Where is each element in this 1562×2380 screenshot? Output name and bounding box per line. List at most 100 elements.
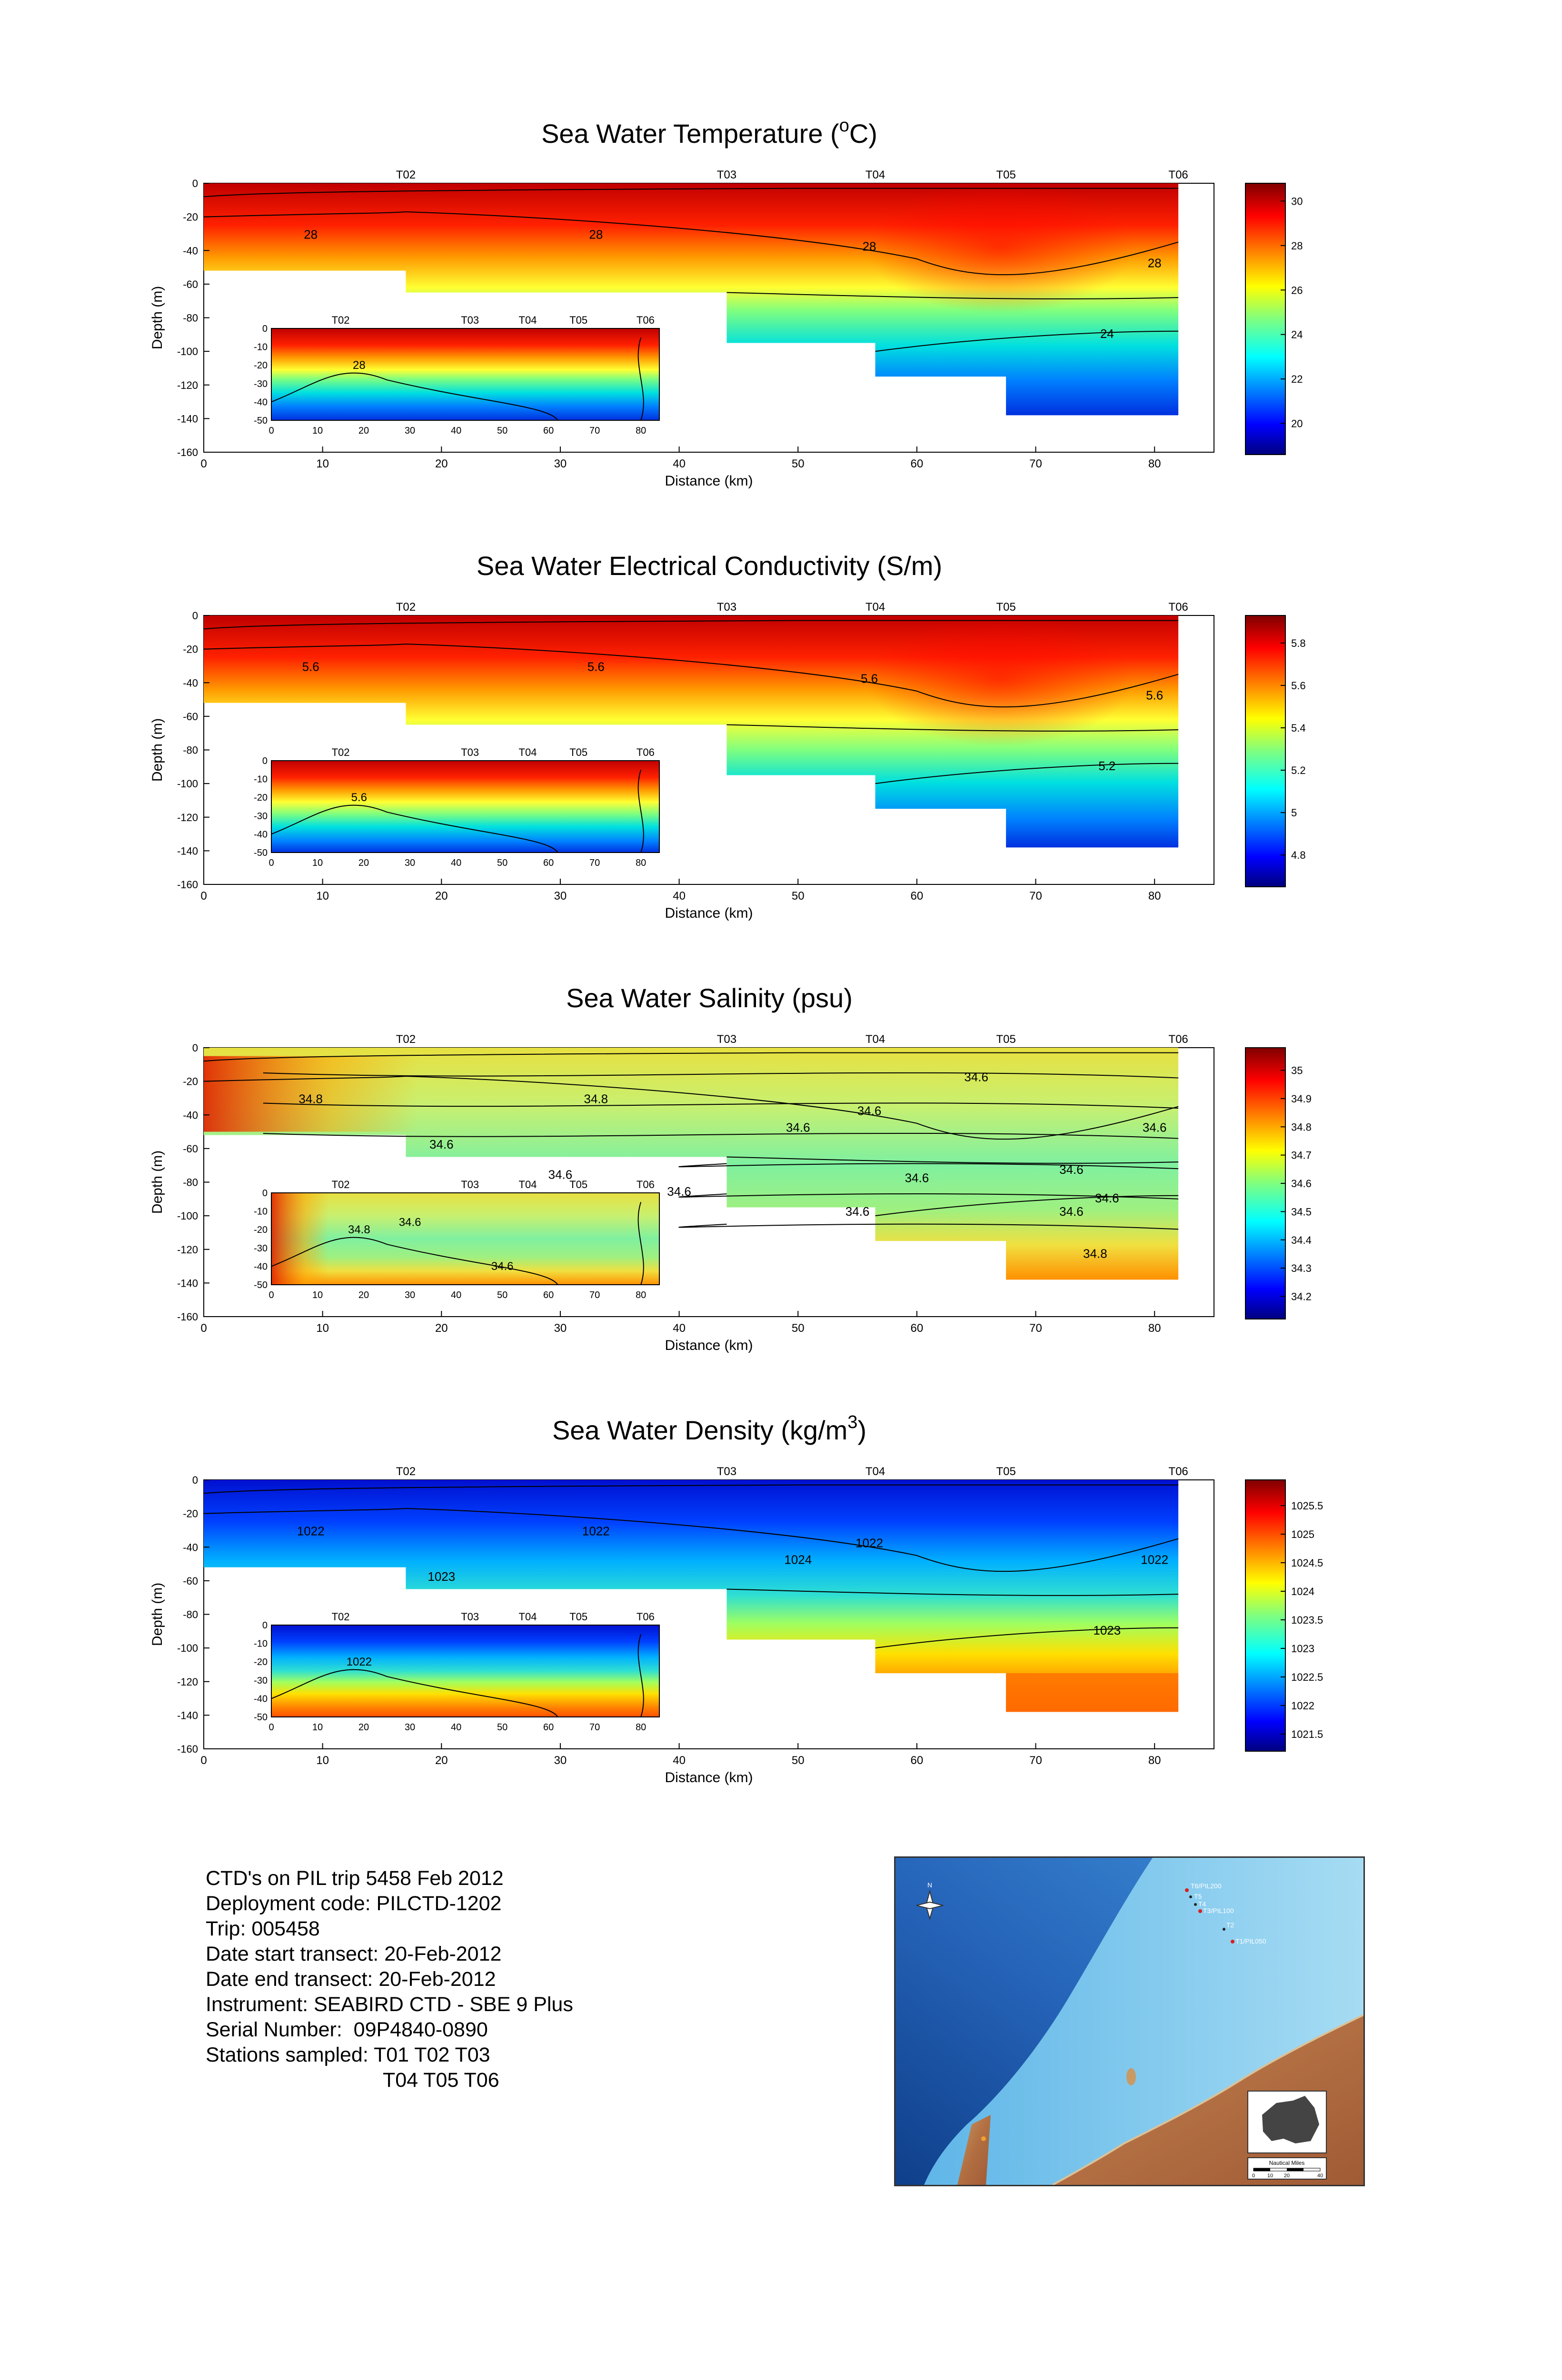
inset-station-label: T05 xyxy=(569,1179,587,1190)
y-tick-label: -120 xyxy=(177,379,198,391)
panel-title: Sea Water Density (kg/m3) xyxy=(552,1412,866,1445)
contour-line xyxy=(875,1195,1179,1217)
colorbar-tick-label: 5.6 xyxy=(1291,680,1306,692)
x-tick-label: 70 xyxy=(1029,890,1042,902)
x-tick-label: 0 xyxy=(200,1754,207,1767)
inset-station-label: T06 xyxy=(637,1611,655,1623)
title-text: Sea Water Electrical Conductivity (S/m) xyxy=(477,551,942,581)
y-tick-label: 0 xyxy=(192,178,198,189)
x-tick-label: 30 xyxy=(554,1754,567,1767)
contour-label: 28 xyxy=(863,239,876,253)
data-field xyxy=(204,1048,1179,1280)
inset-high-salinity xyxy=(271,1193,328,1285)
inset-x-tick-label: 70 xyxy=(589,858,600,868)
contour-label: 34.8 xyxy=(1083,1246,1107,1260)
inset-x-tick-label: 70 xyxy=(589,426,600,436)
info-line: Date start transect: 20-Feb-2012 xyxy=(206,1943,502,1965)
inset-station-label: T05 xyxy=(569,746,587,758)
colorbar-tick-label: 5 xyxy=(1291,807,1297,819)
inset-contour-label: 28 xyxy=(353,359,366,372)
info-line: CTD's on PIL trip 5458 Feb 2012 xyxy=(206,1867,504,1890)
station-marker xyxy=(1198,1909,1202,1913)
y-tick-label: -120 xyxy=(177,1244,198,1256)
contour-label: 24 xyxy=(1100,327,1114,341)
station-label: T03 xyxy=(717,601,736,614)
x-tick-label: 30 xyxy=(554,1322,567,1335)
inset-y-tick-label: -40 xyxy=(254,829,268,840)
y-tick-label: -120 xyxy=(177,812,198,823)
y-tick-label: -100 xyxy=(177,1210,198,1222)
title-superscript: o xyxy=(839,116,849,136)
station-label: T03 xyxy=(717,1465,736,1478)
inset-station-label: T06 xyxy=(637,746,655,758)
inset-station-label: T03 xyxy=(461,1611,479,1623)
inset-x-tick-label: 30 xyxy=(405,1290,415,1300)
y-axis-label: Depth (m) xyxy=(149,718,165,782)
inset-x-tick-label: 80 xyxy=(636,1722,646,1733)
contour-label: 5.6 xyxy=(861,671,878,685)
contour-label: 1022 xyxy=(297,1524,325,1538)
station-label: T6/PIL200 xyxy=(1191,1882,1222,1890)
inset-y-tick-label: 0 xyxy=(262,756,268,766)
contour-label: 34.6 xyxy=(786,1121,810,1135)
y-tick-label: -100 xyxy=(177,1642,198,1654)
island xyxy=(1126,2068,1136,2085)
inset-plot: 28 T02 T03 T04 T05 T06 0 10 20 30 40 50 60 70 80 0 -10 -2… xyxy=(254,314,660,436)
colorbar-tick-label: 34.7 xyxy=(1291,1150,1312,1161)
north-arrow: N xyxy=(916,1881,944,1921)
inset-y-tick-label: -40 xyxy=(254,1261,268,1272)
title-text: Sea Water Salinity (psu) xyxy=(566,983,853,1013)
inset-station-label: T03 xyxy=(461,746,479,758)
y-tick-label: -80 xyxy=(183,744,198,756)
x-tick-label: 30 xyxy=(554,890,567,902)
inset-station-label: T02 xyxy=(332,314,350,326)
inset-station-label: T03 xyxy=(461,1179,479,1190)
colorbar: 1025.5 1025 1024.5 1024 1023.5 1023 1022.5 1022… xyxy=(1245,1479,1323,1752)
inset-contour-line xyxy=(637,337,644,421)
inset-y-tick-label: -50 xyxy=(254,1712,268,1723)
x-axis-label: Distance (km) xyxy=(665,1338,753,1353)
colorbar-tick-label: 5.4 xyxy=(1291,722,1306,734)
colorbar-tick-label: 34.6 xyxy=(1291,1178,1312,1190)
inset-x-tick-label: 30 xyxy=(405,858,415,868)
contour-label: 34.6 xyxy=(857,1103,882,1118)
contour-label: 34.6 xyxy=(846,1204,870,1219)
x-tick-label: 10 xyxy=(316,1754,329,1767)
colorbar-tick-label: 1025 xyxy=(1291,1528,1314,1540)
warm-core xyxy=(866,613,1134,746)
contour-line xyxy=(875,330,1179,352)
contour-label: 1023 xyxy=(428,1569,455,1584)
contour-line xyxy=(203,188,1179,198)
inset-contour-label: 1022 xyxy=(347,1656,372,1668)
inset-x-tick-label: 80 xyxy=(636,1290,646,1300)
y-tick-label: -40 xyxy=(183,1541,198,1553)
inset-x-tick-label: 50 xyxy=(497,858,507,868)
x-tick-label: 60 xyxy=(911,890,924,902)
y-tick-label: -140 xyxy=(177,1709,198,1721)
inset-station-label: T05 xyxy=(569,1611,587,1623)
colorbar-tick-label: 1022 xyxy=(1291,1700,1314,1712)
inset-y-tick-label: -20 xyxy=(254,360,268,371)
contour-label: 34.6 xyxy=(905,1171,929,1185)
station-label: T4 xyxy=(1198,1900,1206,1908)
station-marker xyxy=(1223,1928,1225,1931)
inset-contour-label: 5.6 xyxy=(351,791,367,804)
inset-contour-label: 34.6 xyxy=(491,1260,514,1273)
inset-x-tick-label: 70 xyxy=(589,1290,600,1300)
station-label: T04 xyxy=(866,169,885,181)
colorbar-tick-label: 24 xyxy=(1291,329,1303,341)
colorbar: 5.8 5.6 5.4 5.2 5 4.8 xyxy=(1245,615,1306,887)
inset-data-field xyxy=(271,1193,659,1285)
x-tick-label: 50 xyxy=(792,1322,805,1335)
inset-x-tick-label: 70 xyxy=(589,1722,600,1733)
colorbar-tick-label: 34.4 xyxy=(1291,1234,1312,1246)
scale-bar: Nautical Miles 0 10 20 40 xyxy=(1247,2157,1327,2180)
contour-line xyxy=(203,1484,1179,1494)
inset-data-field xyxy=(271,1625,659,1717)
inset-x-tick-label: 50 xyxy=(497,1722,507,1733)
station-label: T05 xyxy=(996,601,1015,614)
inset-x-tick-label: 80 xyxy=(636,858,646,868)
panel-temperature: Sea Water Temperature (oC) 28 28 28 28 24 T02 T… xyxy=(149,116,1303,489)
inset-data-field xyxy=(271,761,659,853)
map-canvas: N T6/PIL200 T5 T4 T3/PIL100 T2 T1/PIL050… xyxy=(895,1858,1363,2185)
